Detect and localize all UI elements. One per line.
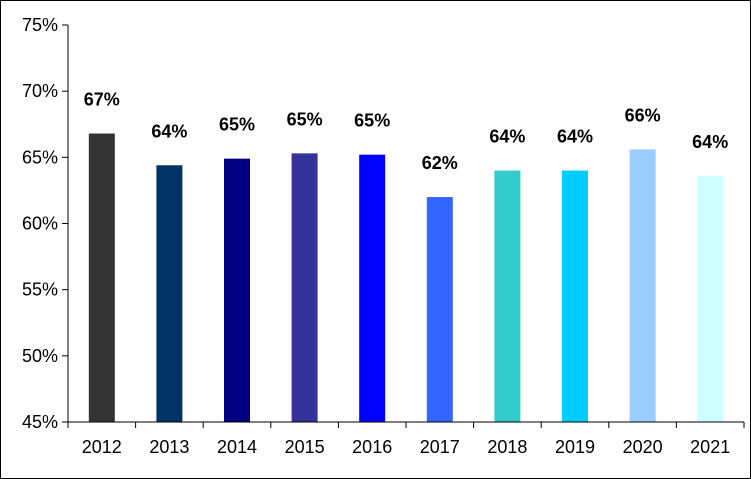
- data-label: 64%: [151, 121, 187, 141]
- x-axis: 2012 2013 2014 2015 2016 2017 2018 2019 2020 2021: [67, 421, 745, 457]
- data-label: 64%: [692, 132, 728, 152]
- data-label: 64%: [489, 127, 525, 147]
- data-label: 62%: [422, 153, 458, 173]
- y-tick-label: 65%: [22, 147, 58, 167]
- bar: [291, 153, 318, 422]
- data-label: 65%: [354, 111, 390, 131]
- y-tick-label: 60%: [22, 214, 58, 234]
- bar: [88, 133, 115, 422]
- x-tick-label: 2014: [217, 437, 257, 457]
- y-tick-label: 45%: [22, 412, 58, 432]
- bar: [697, 175, 724, 422]
- x-tick-label: 2015: [285, 437, 325, 457]
- x-tick-label: 2019: [555, 437, 595, 457]
- bar: [156, 165, 183, 423]
- bar: [494, 170, 521, 422]
- data-label: 65%: [219, 115, 255, 135]
- data-label: 64%: [557, 127, 593, 147]
- bar: [629, 149, 656, 423]
- x-tick-label: 2016: [352, 437, 392, 457]
- data-label: 67%: [84, 90, 120, 110]
- x-tick-label: 2017: [420, 437, 460, 457]
- bar: [562, 170, 588, 422]
- bars-group: [88, 133, 724, 423]
- data-label: 66%: [625, 105, 661, 125]
- y-tick-label: 50%: [22, 346, 58, 366]
- x-tick-label: 2018: [487, 437, 527, 457]
- x-tick-label: 2021: [690, 437, 730, 457]
- y-tick-label: 55%: [22, 280, 58, 300]
- bar: [224, 158, 250, 422]
- x-tick-label: 2013: [149, 437, 189, 457]
- x-tick-label: 2012: [82, 437, 122, 457]
- y-tick-label: 75%: [22, 15, 58, 35]
- y-tick-label: 70%: [22, 81, 58, 101]
- data-labels-group: 67% 64% 65% 65% 65% 62% 64% 64% 66% 64%: [84, 90, 728, 174]
- bar: [359, 154, 386, 423]
- x-tick-label: 2020: [623, 437, 663, 457]
- data-label: 65%: [287, 109, 323, 129]
- bar: [426, 197, 453, 422]
- y-axis: 45% 50% 55% 60% 65% 70% 75%: [22, 15, 69, 432]
